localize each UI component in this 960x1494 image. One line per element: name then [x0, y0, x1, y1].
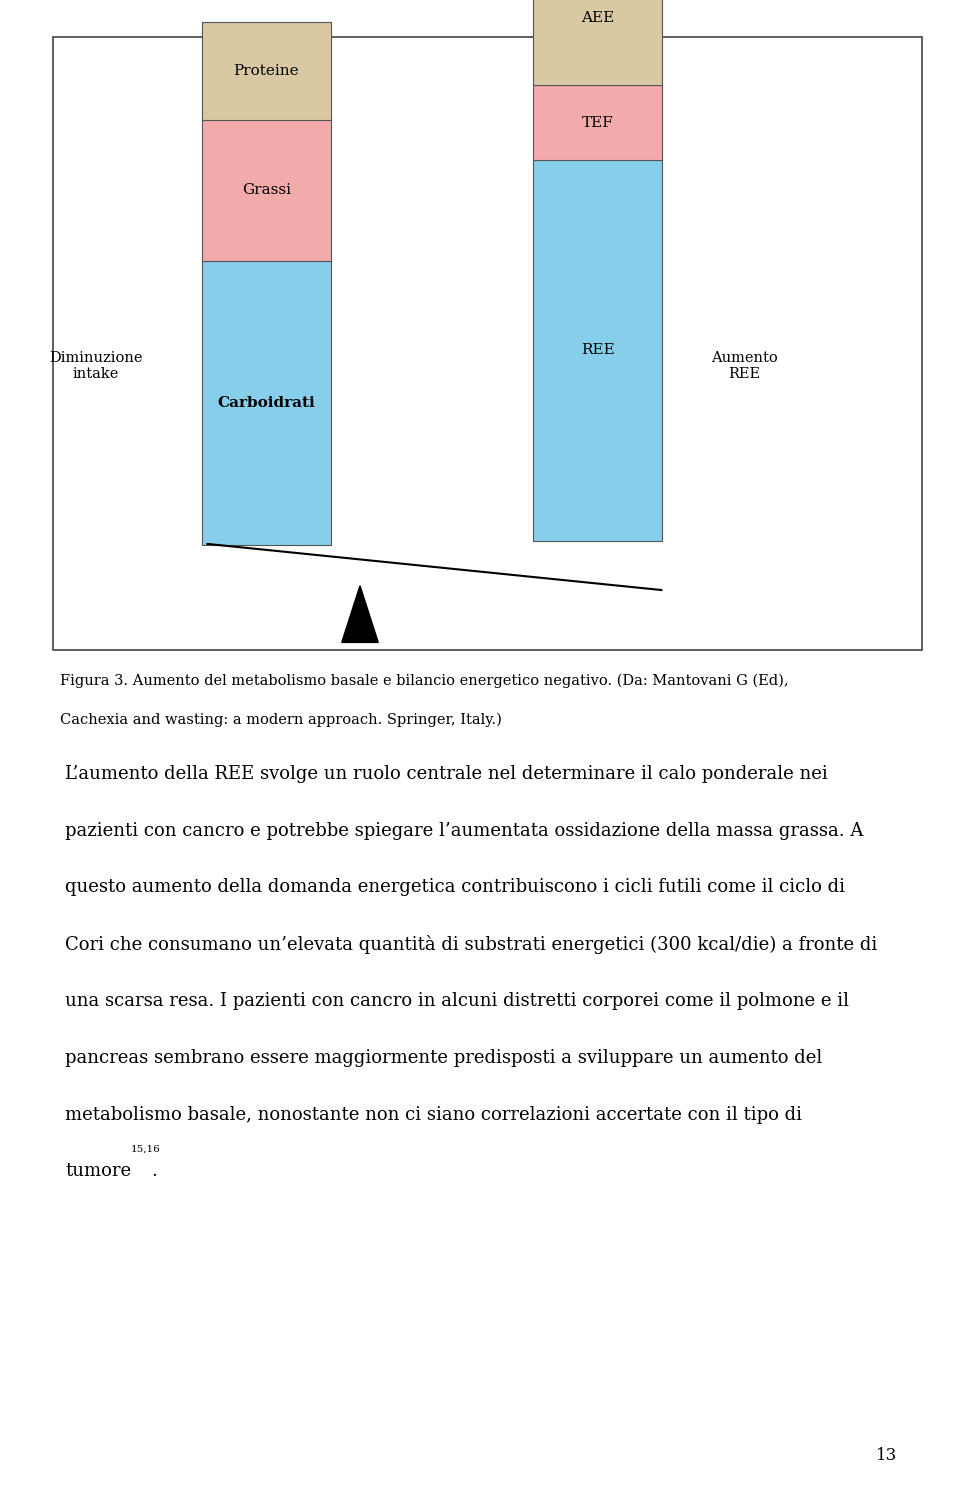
Text: Aumento
REE: Aumento REE — [710, 351, 778, 381]
Text: Carboidrati: Carboidrati — [218, 396, 315, 411]
Text: 13: 13 — [876, 1448, 898, 1464]
Text: pazienti con cancro e potrebbe spiegare l’aumentata ossidazione della massa gras: pazienti con cancro e potrebbe spiegare … — [65, 822, 864, 840]
Text: Cori che consumano un’elevata quantità di substrati energetici (300 kcal/die) a : Cori che consumano un’elevata quantità d… — [65, 935, 877, 955]
Text: 15,16: 15,16 — [131, 1144, 160, 1153]
Text: una scarsa resa. I pazienti con cancro in alcuni distretti corporei come il polm: una scarsa resa. I pazienti con cancro i… — [65, 992, 850, 1010]
Text: Grassi: Grassi — [242, 184, 291, 197]
Text: Cachexia and wasting: a modern approach. Springer, Italy.): Cachexia and wasting: a modern approach.… — [60, 713, 501, 728]
Text: TEF: TEF — [582, 115, 613, 130]
Text: metabolismo basale, nonostante non ci siano correlazioni accertate con il tipo d: metabolismo basale, nonostante non ci si… — [65, 1106, 803, 1123]
Text: Diminuzione
intake: Diminuzione intake — [49, 351, 143, 381]
Text: .: . — [152, 1162, 157, 1180]
Bar — [202, 120, 331, 261]
Bar — [533, 85, 662, 160]
Bar — [202, 22, 331, 120]
Text: REE: REE — [581, 344, 614, 357]
Text: questo aumento della domanda energetica contribuiscono i cicli futili come il ci: questo aumento della domanda energetica … — [65, 878, 845, 896]
Bar — [202, 261, 331, 545]
Polygon shape — [342, 586, 378, 642]
Bar — [533, 0, 662, 85]
Text: Figura 3. Aumento del metabolismo basale e bilancio energetico negativo. (Da: Ma: Figura 3. Aumento del metabolismo basale… — [60, 674, 788, 689]
Bar — [533, 160, 662, 541]
Text: pancreas sembrano essere maggiormente predisposti a sviluppare un aumento del: pancreas sembrano essere maggiormente pr… — [65, 1049, 823, 1067]
Text: Proteine: Proteine — [233, 64, 300, 78]
Bar — [53, 37, 922, 650]
Text: tumore: tumore — [65, 1162, 132, 1180]
Text: AEE: AEE — [581, 10, 614, 25]
Text: L’aumento della REE svolge un ruolo centrale nel determinare il calo ponderale n: L’aumento della REE svolge un ruolo cent… — [65, 765, 828, 783]
